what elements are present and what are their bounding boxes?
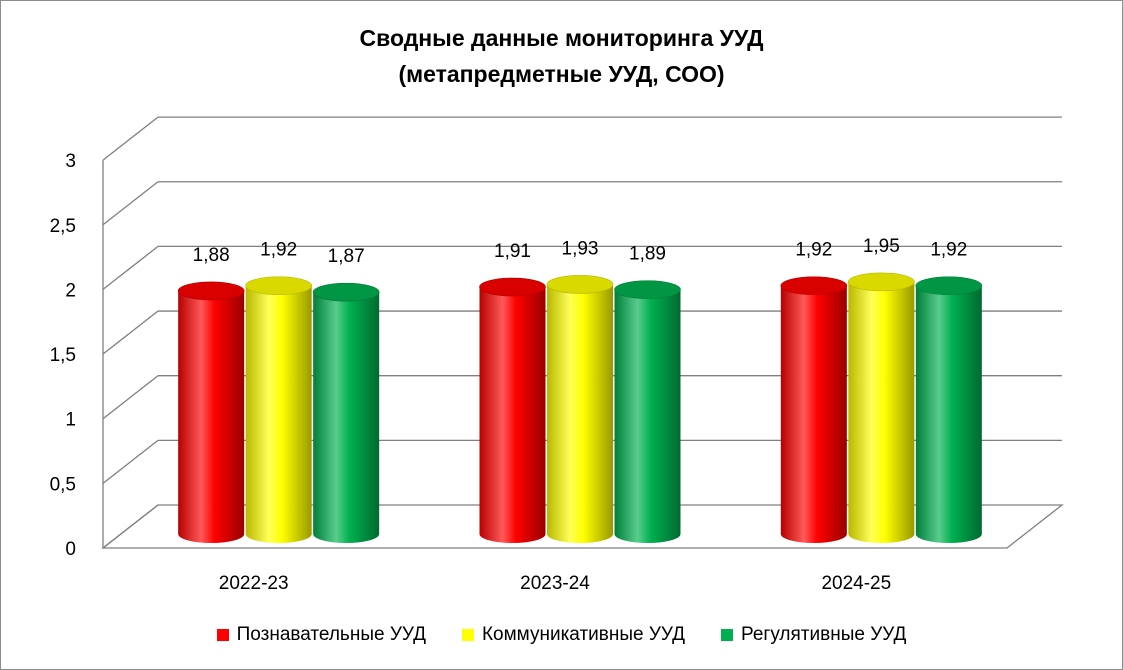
bar-top-1-0 [245, 276, 312, 296]
bar-0-2 [780, 285, 847, 543]
bar-1-0 [245, 285, 312, 543]
y-tick-label: 1,5 [50, 345, 76, 366]
data-label: 1,95 [863, 236, 900, 257]
bar-2-2 [915, 285, 982, 543]
y-tick-label: 2,5 [50, 216, 76, 237]
bar-2-0 [313, 292, 380, 543]
legend-item-regulatory: Регулятивные УУД [721, 624, 906, 646]
legend-label-cognitive: Познавательные УУД [236, 624, 426, 645]
bar-top-0-2 [780, 276, 848, 296]
bar-top-0-1 [479, 277, 546, 297]
side-wall-gridline [102, 375, 159, 420]
side-wall-gridline [102, 116, 159, 161]
bar-1-1 [547, 284, 613, 543]
bar-top-2-1 [614, 280, 681, 299]
bar-0-0 [178, 290, 245, 543]
y-tick-label: 1 [65, 410, 76, 431]
bar-1-2 [848, 281, 915, 543]
side-wall-gridline [102, 439, 159, 484]
chart-title: Сводные данные мониторинга УУД [359, 25, 764, 51]
side-wall-gridline [102, 504, 159, 549]
chart-title-block: Сводные данные мониторинга УУД (метапред… [0, 20, 1123, 92]
y-tick-label: 0,5 [50, 474, 76, 495]
data-label: 1,87 [328, 246, 365, 267]
bar-top-2-2 [915, 276, 983, 296]
x-tick-label: 2022-23 [219, 573, 289, 594]
bar-2-1 [614, 289, 681, 543]
bar-top-0-0 [177, 281, 245, 301]
data-label: 1,88 [193, 245, 230, 266]
side-wall-gridline [102, 310, 159, 355]
data-label: 1,89 [629, 244, 666, 265]
chart-legend: Познавательные УУД Коммуникативные УУД Р… [0, 620, 1123, 650]
bar-top-2-0 [312, 282, 380, 302]
bar-0-1 [479, 287, 546, 543]
y-tick-label: 3 [65, 151, 76, 172]
legend-swatch-cognitive [216, 629, 229, 641]
bar-top-1-1 [546, 275, 614, 294]
side-wall-gridline [102, 181, 159, 226]
legend-item-communicative: Коммуникативные УУД [461, 624, 686, 646]
x-tick-label: 2024-25 [821, 573, 891, 594]
data-label: 1,92 [795, 240, 832, 261]
chart-subtitle: (метапредметные УУД, СОО) [398, 61, 725, 87]
y-tick-label: 2 [65, 280, 76, 301]
side-wall-gridline [102, 245, 159, 290]
legend-item-cognitive: Познавательные УУД [216, 624, 426, 646]
legend-swatch-regulatory [721, 629, 734, 641]
legend-swatch-communicative [461, 629, 474, 641]
bar-top-1-2 [848, 272, 915, 292]
data-label: 1,92 [930, 240, 967, 261]
data-label: 1,91 [494, 241, 531, 262]
data-label: 1,92 [260, 240, 297, 261]
legend-label-regulatory: Регулятивные УУД [741, 624, 907, 645]
x-tick-label: 2023-24 [520, 573, 590, 594]
y-tick-label: 0 [65, 539, 76, 560]
data-label: 1,93 [562, 238, 599, 259]
legend-label-communicative: Коммуникативные УУД [481, 624, 686, 645]
